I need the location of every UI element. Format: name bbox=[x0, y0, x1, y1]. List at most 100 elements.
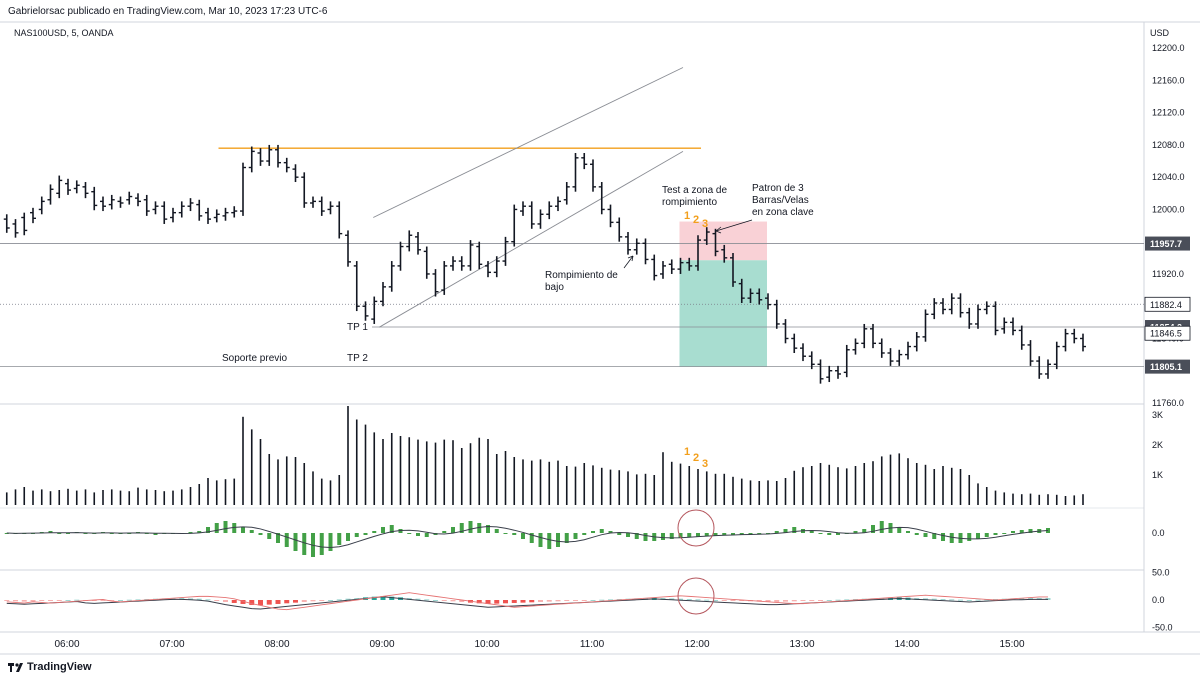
price-bar bbox=[292, 164, 299, 183]
osc-hist-bar bbox=[415, 598, 421, 600]
macd-hist-bar bbox=[1011, 531, 1015, 533]
osc-hist-bar bbox=[205, 599, 211, 601]
pattern-number-1: 1 bbox=[684, 210, 690, 222]
macd-hist-bar bbox=[249, 530, 254, 533]
osc-hist-bar bbox=[783, 600, 788, 602]
price-label-box-3 bbox=[1144, 325, 1191, 341]
tp1-label: TP 1 bbox=[347, 322, 368, 333]
osc-hist-bar bbox=[800, 600, 806, 601]
price-bar bbox=[940, 298, 946, 315]
macd-hist-bar bbox=[407, 533, 412, 534]
time-tick-6: 12:00 bbox=[684, 639, 709, 650]
osc-hist-bar bbox=[791, 600, 797, 602]
osc-hist-bar bbox=[931, 598, 937, 600]
macd-hist-bar bbox=[967, 533, 972, 541]
annotation-pattern-arrow bbox=[715, 219, 753, 232]
macd-hist-bar bbox=[591, 531, 595, 533]
macd-hist-bar bbox=[267, 533, 272, 539]
volume-pattern-number-3: 3 bbox=[702, 458, 708, 470]
price-bar bbox=[187, 198, 194, 212]
osc-hist-bar bbox=[135, 599, 141, 601]
osc-hist-bar bbox=[739, 600, 745, 601]
osc-hist-bar bbox=[21, 600, 27, 602]
osc-hist-bar bbox=[266, 600, 272, 605]
price-bar bbox=[546, 201, 553, 220]
price-bar bbox=[213, 209, 220, 223]
osc-hist-bar bbox=[196, 598, 202, 600]
macd-hist-bar bbox=[643, 533, 648, 541]
osc-hist-bar bbox=[459, 600, 465, 602]
price-bar bbox=[1045, 359, 1051, 379]
macd-hist-bar bbox=[276, 533, 280, 543]
annotation-retest-line1: Test a zona de bbox=[662, 185, 727, 196]
price-bar bbox=[817, 359, 824, 384]
price-bar bbox=[170, 207, 176, 223]
osc-hist-bar bbox=[511, 600, 517, 603]
price-bar bbox=[30, 207, 36, 224]
price-bar bbox=[450, 256, 456, 271]
price-bar bbox=[336, 201, 343, 239]
price-bar bbox=[896, 349, 903, 366]
osc-hist-bar bbox=[100, 600, 106, 601]
macd-hist-bar bbox=[556, 533, 560, 547]
macd-hist-bar bbox=[451, 527, 455, 533]
price-bar bbox=[555, 196, 561, 212]
macd-hist-bar bbox=[984, 533, 989, 537]
price-bar bbox=[380, 282, 386, 307]
price-bar bbox=[695, 235, 701, 271]
osc-hist-bar bbox=[109, 600, 115, 601]
macd-hist-bar bbox=[748, 533, 753, 535]
osc-hist-bar bbox=[345, 598, 351, 600]
price-bar bbox=[835, 365, 841, 379]
price-label-box-1 bbox=[1144, 296, 1191, 312]
price-tick-2: 12120.0 bbox=[1152, 108, 1185, 118]
macd-hist-bar bbox=[949, 533, 954, 543]
macd-hist-bar bbox=[853, 531, 858, 533]
macd-hist-bar bbox=[66, 533, 70, 534]
osc-tick-1: 0.0 bbox=[1152, 595, 1165, 605]
osc-hist-bar bbox=[616, 599, 622, 601]
osc-hist-bar bbox=[730, 600, 736, 601]
price-bar bbox=[931, 298, 938, 320]
price-bar bbox=[660, 261, 666, 279]
pattern-number-2: 2 bbox=[693, 214, 699, 226]
price-bar bbox=[91, 186, 98, 211]
price-bar bbox=[1062, 328, 1069, 352]
macd-hist-bar bbox=[626, 533, 630, 537]
osc-hist-bar bbox=[599, 599, 605, 601]
price-bar bbox=[231, 206, 238, 218]
price-label-4: 11805.1 bbox=[1150, 362, 1182, 372]
price-bar bbox=[800, 343, 806, 362]
macd-hist-bar bbox=[687, 533, 692, 537]
macd-hist-bar bbox=[468, 521, 473, 533]
price-bar bbox=[992, 301, 999, 336]
osc-hist-bar bbox=[188, 598, 193, 600]
macd-hist-bar bbox=[258, 533, 263, 535]
osc-tick-2: -50.0 bbox=[1152, 623, 1173, 633]
price-bar bbox=[240, 162, 246, 216]
price-bar bbox=[861, 323, 868, 349]
publish-line: Gabrielorsac publicado en TradingView.co… bbox=[8, 6, 328, 17]
osc-hist-bar bbox=[835, 599, 841, 601]
osc-hist-bar bbox=[389, 596, 395, 600]
price-bar bbox=[257, 148, 264, 166]
price-bar bbox=[301, 172, 308, 208]
price-bar bbox=[362, 301, 369, 321]
price-bar bbox=[38, 196, 45, 215]
osc-hist-bar bbox=[923, 598, 928, 600]
macd-hist-bar bbox=[381, 527, 385, 533]
channel-upper-line bbox=[373, 67, 684, 218]
price-bar bbox=[677, 257, 684, 274]
price-bar bbox=[458, 256, 465, 271]
macd-hist-bar bbox=[1019, 530, 1024, 533]
osc-hist-bar bbox=[293, 600, 298, 603]
macd-hist-bar bbox=[836, 533, 840, 535]
macd-hist-bar bbox=[477, 523, 482, 533]
macd-hist-bar bbox=[599, 529, 604, 533]
macd-hist-bar bbox=[809, 531, 814, 533]
osc-hist-bar bbox=[538, 600, 543, 602]
annotation-pattern-line2: Barras/Velas bbox=[752, 195, 809, 206]
volume-tick-2: 1K bbox=[1152, 470, 1163, 480]
time-tick-0: 06:00 bbox=[54, 639, 79, 650]
